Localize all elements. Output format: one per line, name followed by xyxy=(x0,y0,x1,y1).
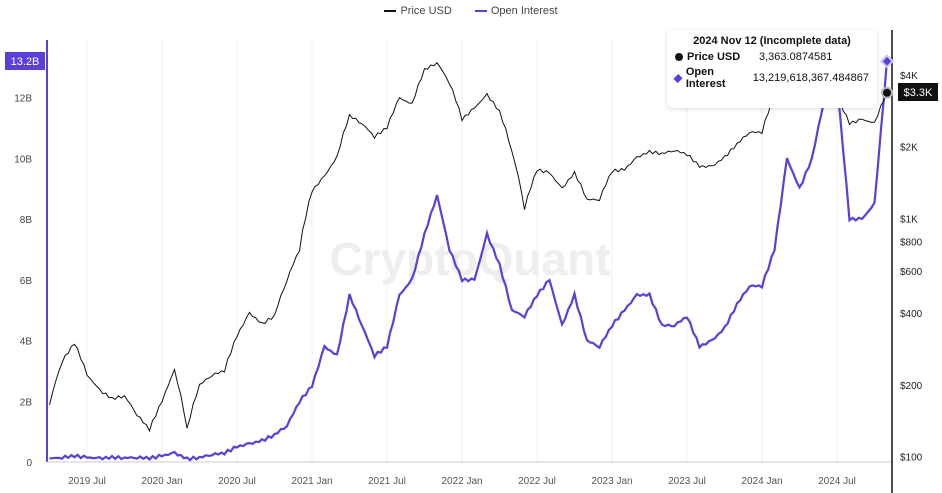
tooltip-price-label: Price USD xyxy=(687,51,741,63)
x-tick-label: 2020 Jan xyxy=(141,476,182,487)
right-tick-label: $800 xyxy=(900,237,923,248)
open-interest-marker xyxy=(879,54,895,69)
left-tick-label: 10B xyxy=(14,154,32,165)
right-tick-label: $600 xyxy=(900,267,923,278)
x-tick-label: 2024 Jul xyxy=(818,476,856,487)
tooltip: 2024 Nov 12 (Incomplete data) Price USD 3… xyxy=(667,30,877,108)
left-tick-label: 6B xyxy=(20,276,33,287)
left-value-badge-text: 13.2B xyxy=(11,56,40,68)
legend-item-open-interest[interactable]: Open Interest xyxy=(474,5,558,17)
x-tick-label: 2019 Jul xyxy=(68,476,106,487)
price-dot-icon xyxy=(675,53,683,61)
tooltip-price-value: 3,363.0874581 xyxy=(759,51,833,63)
tooltip-oi-label: Open Interest xyxy=(685,66,726,90)
price-marker xyxy=(881,86,893,99)
x-tick-label: 2020 Jul xyxy=(218,476,256,487)
right-tick-label: $4K xyxy=(900,71,918,82)
price-line xyxy=(49,62,888,433)
tooltip-oi-value: 13,219,618,367.484867 xyxy=(752,72,869,84)
legend: Price USD Open Interest xyxy=(0,3,942,17)
open-interest-line xyxy=(49,59,889,462)
x-tick-label: 2023 Jul xyxy=(668,476,706,487)
right-tick-label: $100 xyxy=(900,453,923,464)
right-value-badge-text: $3.3K xyxy=(904,87,933,99)
right-tick-label: $200 xyxy=(900,381,923,392)
x-tick-label: 2021 Jul xyxy=(368,476,406,487)
right-tick-label: $2K xyxy=(900,143,918,154)
right-value-badge xyxy=(898,83,938,101)
left-tick-label: 4B xyxy=(20,337,33,348)
left-tick-label: 0 xyxy=(26,458,32,469)
left-value-badge xyxy=(5,52,45,70)
tooltip-title: 2024 Nov 12 (Incomplete data) xyxy=(693,35,851,47)
left-tick-label: 12B xyxy=(14,94,32,105)
x-tick-label: 2021 Jan xyxy=(291,476,332,487)
x-tick-label: 2022 Jul xyxy=(518,476,556,487)
right-tick-label: $400 xyxy=(900,309,923,320)
right-tick-label: $1K xyxy=(900,214,918,225)
watermark: CryptoQuant xyxy=(329,233,610,285)
x-tick-label: 2024 Jan xyxy=(741,476,782,487)
legend-item-price[interactable]: Price USD xyxy=(384,5,452,17)
left-tick-label: 8B xyxy=(20,215,33,226)
x-tick-label: 2023 Jan xyxy=(591,476,632,487)
left-tick-label: 2B xyxy=(20,397,33,408)
oi-diamond-icon xyxy=(673,73,683,83)
x-tick-label: 2022 Jan xyxy=(441,476,482,487)
